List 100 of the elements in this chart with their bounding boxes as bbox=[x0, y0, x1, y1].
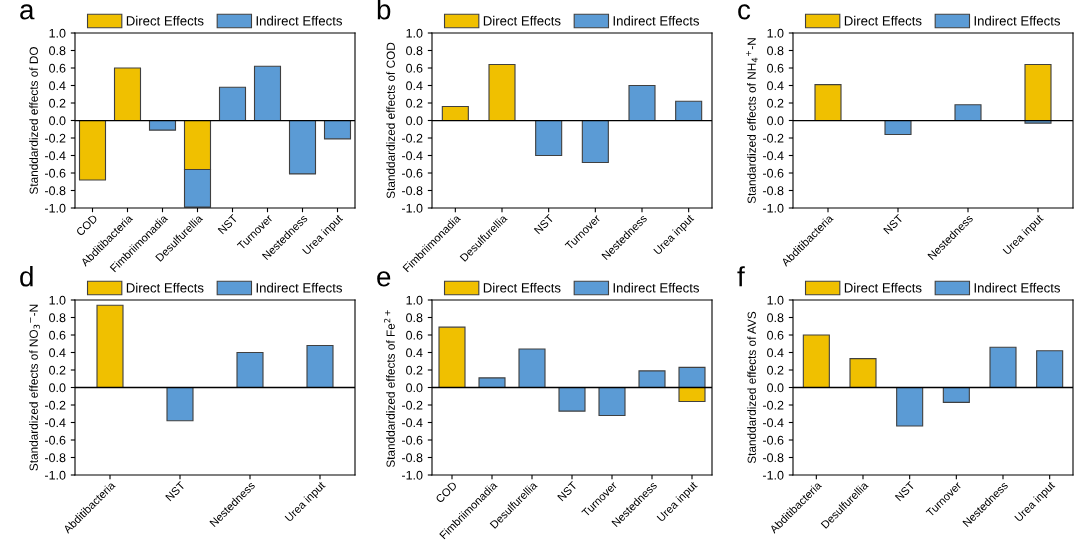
y-tick-label: 1.0 bbox=[49, 28, 66, 38]
y-tick-label: -0.2 bbox=[401, 400, 423, 410]
y-tick-label: -0.4 bbox=[401, 151, 423, 161]
bar bbox=[441, 105, 469, 122]
y-tick-label: -0.6 bbox=[44, 435, 66, 445]
bar bbox=[218, 86, 247, 122]
y-tick-label: 1.0 bbox=[406, 28, 423, 38]
bar bbox=[896, 386, 924, 427]
bar bbox=[884, 119, 912, 136]
bar bbox=[989, 346, 1017, 389]
legend-label: Indirect Effects bbox=[256, 282, 343, 293]
y-tick-label: -0.8 bbox=[762, 186, 784, 196]
y-tick-label: 0.2 bbox=[767, 365, 784, 375]
bar bbox=[675, 100, 703, 122]
bar bbox=[535, 119, 563, 157]
bar bbox=[942, 386, 970, 403]
y-tick-label: -0.4 bbox=[44, 418, 66, 428]
y-tick-label: 0.8 bbox=[49, 313, 66, 323]
y-tick-label: -0.4 bbox=[401, 418, 423, 428]
y-tick-label: -0.8 bbox=[44, 186, 66, 196]
legend-label: Direct Effects bbox=[844, 15, 922, 26]
y-tick-label: -1.0 bbox=[762, 470, 784, 480]
y-tick-label: 1.0 bbox=[406, 295, 423, 305]
y-axis-title: Standdardized effects of DO bbox=[29, 47, 38, 195]
y-tick-label: 0.0 bbox=[406, 383, 423, 393]
bar bbox=[581, 119, 609, 164]
y-tick-label: 0.4 bbox=[767, 348, 784, 358]
y-tick-label: 1.0 bbox=[767, 28, 784, 38]
y-tick-label: 0.8 bbox=[767, 313, 784, 323]
text: c bbox=[738, 4, 751, 20]
bar bbox=[488, 63, 516, 122]
y-axis-title: Standardized effects of NO$_{3}$$^{−}$-N bbox=[29, 304, 40, 471]
legend-label: Direct Effects bbox=[126, 15, 204, 26]
bar bbox=[558, 386, 586, 412]
bar bbox=[638, 370, 666, 389]
y-tick-label: 0.6 bbox=[767, 63, 784, 73]
y-tick-label: 0.0 bbox=[767, 116, 784, 126]
y-tick-label: 0.6 bbox=[406, 63, 423, 73]
y-tick-label: -0.8 bbox=[44, 453, 66, 463]
y-tick-label: -0.4 bbox=[44, 151, 66, 161]
y-tick-label: -0.6 bbox=[762, 435, 784, 445]
bar bbox=[1024, 63, 1052, 122]
legend-label: Indirect Effects bbox=[974, 282, 1061, 293]
text: d bbox=[20, 266, 33, 287]
y-tick-label: -1.0 bbox=[44, 203, 66, 213]
y-axis-title: Standdardized effects of AVS bbox=[747, 311, 756, 464]
bar bbox=[323, 119, 352, 140]
y-tick-label: 0.6 bbox=[49, 63, 66, 73]
bar bbox=[628, 84, 656, 122]
bar bbox=[438, 326, 466, 389]
bar bbox=[236, 351, 264, 389]
legend-label: Indirect Effects bbox=[613, 282, 700, 293]
y-tick-label: 0.2 bbox=[49, 98, 66, 108]
bar bbox=[288, 119, 317, 175]
y-tick-label: -0.6 bbox=[401, 168, 423, 178]
y-tick-label: -1.0 bbox=[44, 470, 66, 480]
legend-label: Indirect Effects bbox=[256, 15, 343, 26]
y-tick-label: 0.4 bbox=[767, 81, 784, 91]
legend-label: Direct Effects bbox=[483, 15, 561, 26]
legend-label: Direct Effects bbox=[483, 282, 561, 293]
y-tick-label: 0.6 bbox=[406, 330, 423, 340]
y-tick-label: 0.0 bbox=[49, 116, 66, 126]
y-tick-label: -0.8 bbox=[762, 453, 784, 463]
y-tick-label: 0.4 bbox=[49, 348, 66, 358]
y-tick-label: 0.2 bbox=[49, 365, 66, 375]
text: e bbox=[377, 271, 391, 287]
legend-label: Direct Effects bbox=[844, 282, 922, 293]
bar bbox=[518, 348, 546, 389]
bar bbox=[166, 386, 194, 422]
text: b bbox=[377, 0, 391, 20]
y-axis-title: Standdardized effects of COD bbox=[386, 42, 395, 199]
y-tick-label: 0.8 bbox=[49, 46, 66, 56]
bar bbox=[148, 119, 177, 131]
y-tick-label: 0.6 bbox=[767, 330, 784, 340]
y-tick-label: 1.0 bbox=[767, 295, 784, 305]
y-tick-label: 0.8 bbox=[406, 313, 423, 323]
y-axis-title: Standdardized effects of Fe$^{2+}$ bbox=[384, 310, 395, 468]
bar bbox=[954, 104, 982, 122]
y-tick-label: -0.8 bbox=[401, 453, 423, 463]
y-tick-label: -0.2 bbox=[44, 400, 66, 410]
y-tick-label: -0.2 bbox=[762, 400, 784, 410]
text: f bbox=[737, 266, 745, 287]
text: a bbox=[20, 4, 35, 20]
bar bbox=[96, 304, 124, 389]
y-tick-label: -1.0 bbox=[401, 470, 423, 480]
legend-label: Indirect Effects bbox=[613, 15, 700, 26]
bar bbox=[253, 65, 282, 122]
bar bbox=[478, 377, 506, 389]
y-tick-label: -1.0 bbox=[401, 203, 423, 213]
y-tick-label: 1.0 bbox=[49, 295, 66, 305]
y-axis-title: Standardized effects of NH$_{4}$$^{+}$-N bbox=[746, 38, 758, 204]
y-tick-label: -0.4 bbox=[762, 151, 784, 161]
y-tick-label: -0.2 bbox=[44, 133, 66, 143]
y-tick-label: 0.0 bbox=[49, 383, 66, 393]
bar bbox=[78, 119, 107, 181]
y-tick-label: -0.6 bbox=[762, 168, 784, 178]
y-tick-label: -0.6 bbox=[44, 168, 66, 178]
y-tick-label: 0.0 bbox=[767, 383, 784, 393]
legend-label: Indirect Effects bbox=[974, 15, 1061, 26]
bar bbox=[1036, 350, 1064, 389]
